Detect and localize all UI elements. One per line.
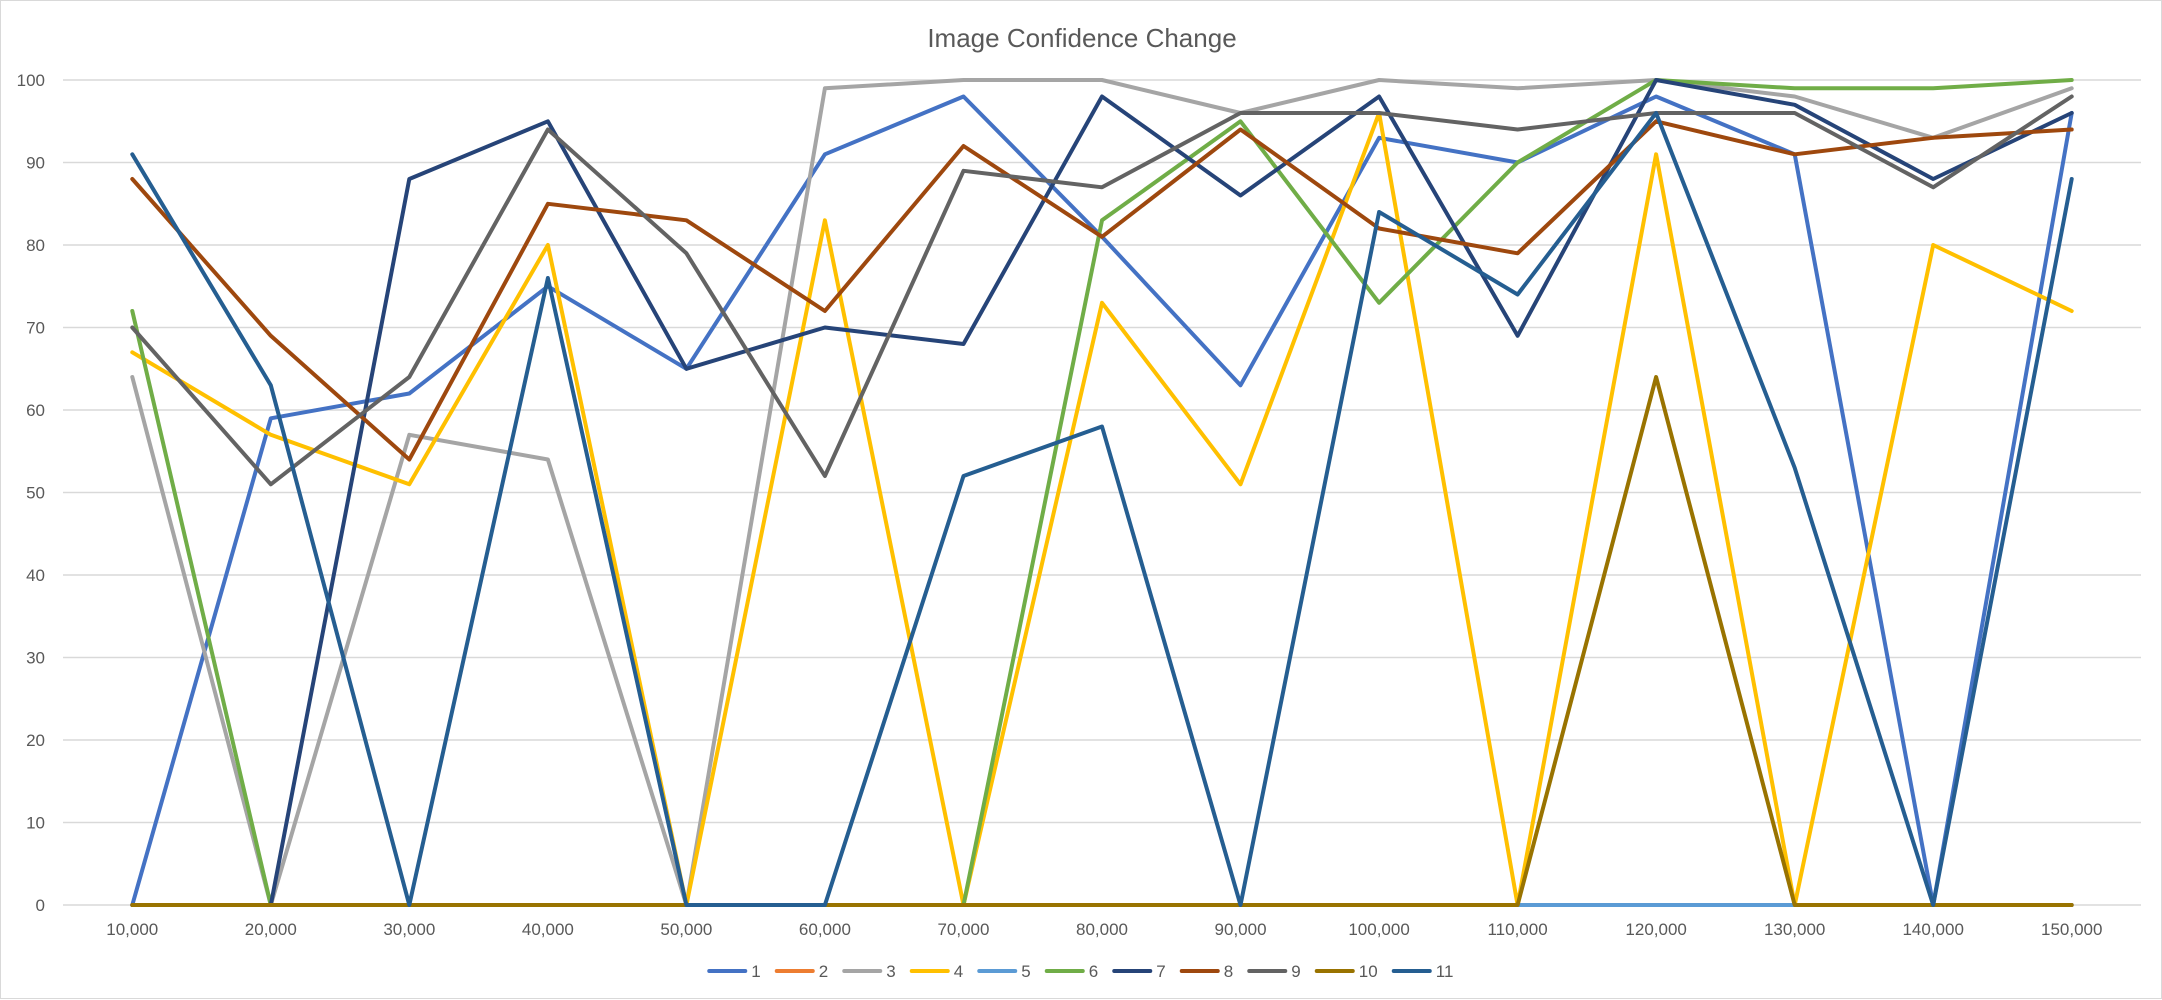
legend-label: 10 [1359, 962, 1378, 981]
y-tick-label: 60 [26, 401, 45, 420]
legend-label: 8 [1224, 962, 1233, 981]
series-line-11 [130, 111, 2074, 907]
legend-item-4: 4 [909, 962, 963, 981]
legend-item-8: 8 [1179, 962, 1233, 981]
legend-label: 11 [1436, 962, 1454, 981]
legend-item-6: 6 [1044, 962, 1098, 981]
series-line-4 [130, 111, 2074, 907]
x-tick-label: 80,000 [1076, 920, 1128, 939]
legend-item-9: 9 [1247, 962, 1301, 981]
legend-item-1: 1 [707, 962, 761, 981]
x-tick-label: 20,000 [245, 920, 297, 939]
series-line-8 [130, 119, 2074, 462]
legend-item-7: 7 [1112, 962, 1166, 981]
y-tick-label: 20 [26, 731, 45, 750]
legend-item-3: 3 [842, 962, 896, 981]
y-tick-label: 70 [26, 319, 45, 338]
series-line-9 [130, 94, 2074, 487]
y-tick-label: 50 [26, 484, 45, 503]
x-tick-label: 40,000 [522, 920, 574, 939]
x-tick-label: 130,000 [1764, 920, 1825, 939]
legend-label: 3 [886, 962, 895, 981]
legend-label: 5 [1021, 962, 1030, 981]
y-tick-label: 0 [36, 896, 45, 915]
x-tick-label: 90,000 [1215, 920, 1267, 939]
x-tick-label: 120,000 [1625, 920, 1686, 939]
y-tick-label: 40 [26, 566, 45, 585]
chart-title: Image Confidence Change [927, 23, 1236, 53]
x-tick-label: 140,000 [1902, 920, 1963, 939]
legend: 1 2 3 4 5 6 7 8 9 10 11 [707, 962, 1454, 981]
series-line-3 [130, 78, 2074, 907]
legend-label: 4 [954, 962, 963, 981]
y-axis-tick-labels: 0 10 20 30 40 50 60 70 80 90 100 [17, 71, 45, 915]
x-tick-label: 10,000 [106, 920, 158, 939]
x-tick-label: 60,000 [799, 920, 851, 939]
x-tick-label: 30,000 [383, 920, 435, 939]
y-tick-label: 10 [26, 814, 45, 833]
legend-item-11: 11 [1391, 962, 1454, 981]
x-tick-label: 110,000 [1487, 920, 1547, 939]
series-line-10 [130, 375, 2074, 907]
legend-label: 7 [1156, 962, 1165, 981]
legend-label: 1 [751, 962, 760, 981]
series-line-7 [130, 78, 2074, 907]
x-tick-label: 150,000 [2041, 920, 2102, 939]
legend-label: 9 [1291, 962, 1300, 981]
x-tick-label: 70,000 [937, 920, 989, 939]
legend-label: 2 [819, 962, 828, 981]
y-tick-label: 30 [26, 649, 45, 668]
series-line-1 [130, 94, 2074, 907]
y-tick-label: 90 [26, 154, 45, 173]
y-tick-label: 100 [17, 71, 45, 90]
series-lines [130, 78, 2074, 907]
legend-label: 6 [1089, 962, 1098, 981]
x-tick-label: 50,000 [660, 920, 712, 939]
x-tick-label: 100,000 [1348, 920, 1409, 939]
x-axis-tick-labels: 10,000 20,000 30,000 40,000 50,000 60,000 70,0… [106, 920, 2102, 939]
legend-item-10: 10 [1314, 962, 1378, 981]
legend-item-2: 2 [774, 962, 828, 981]
y-tick-label: 80 [26, 236, 45, 255]
legend-item-5: 5 [977, 962, 1031, 981]
